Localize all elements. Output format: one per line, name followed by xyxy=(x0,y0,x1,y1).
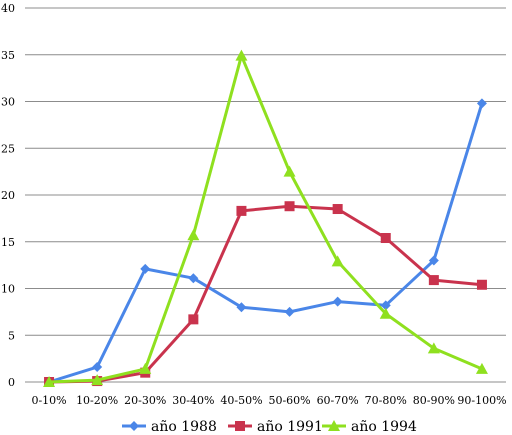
data-point xyxy=(139,362,152,374)
data-point xyxy=(236,302,247,313)
legend-label: año 1994 xyxy=(351,419,417,435)
data-point xyxy=(476,279,487,290)
x-tick-label: 40-50% xyxy=(220,394,262,407)
y-axis-ticks: 0 5 10 15 20 25 30 35 40 xyxy=(1,2,15,389)
legend-label: año 1988 xyxy=(151,419,217,435)
y-tick-label: 35 xyxy=(1,49,15,62)
data-point xyxy=(379,307,392,319)
data-point xyxy=(427,342,440,354)
y-tick-label: 40 xyxy=(1,2,15,15)
x-tick-label: 80-90% xyxy=(413,394,455,407)
series xyxy=(43,49,488,387)
data-point xyxy=(187,229,200,241)
series xyxy=(44,201,487,387)
y-tick-label: 15 xyxy=(1,236,15,249)
series-group xyxy=(43,49,488,387)
data-point xyxy=(92,362,103,373)
data-point xyxy=(236,205,247,216)
x-tick-label: 90-100% xyxy=(457,394,506,407)
data-point xyxy=(140,263,151,274)
data-point xyxy=(331,255,344,267)
series-line xyxy=(48,54,483,384)
x-tick-label: 30-40% xyxy=(172,394,214,407)
data-point xyxy=(188,314,199,325)
data-point xyxy=(475,362,488,374)
data-point xyxy=(476,98,487,109)
y-tick-label: 5 xyxy=(8,329,15,342)
legend-item: año 1988 xyxy=(122,419,217,435)
data-point xyxy=(188,273,199,284)
x-tick-label: 10-20% xyxy=(76,394,118,407)
data-point xyxy=(332,204,343,215)
y-tick-label: 10 xyxy=(1,283,15,296)
data-point xyxy=(284,306,295,317)
legend-item: año 1991 xyxy=(228,419,323,435)
data-point xyxy=(380,233,391,244)
x-axis-ticks: 0-10% 10-20% 20-30% 30-40% 40-50% 50-60% 60-70… xyxy=(31,394,506,407)
y-tick-label: 30 xyxy=(1,96,15,109)
legend: año 1988 año 1991 año 1994 xyxy=(122,419,417,435)
legend-marker xyxy=(235,421,245,431)
series-line xyxy=(49,204,483,384)
y-tick-label: 25 xyxy=(1,142,15,155)
legend-label: año 1991 xyxy=(257,419,323,435)
data-point xyxy=(380,300,391,311)
y-tick-label: 0 xyxy=(8,376,15,389)
data-point xyxy=(91,374,104,386)
x-tick-label: 20-30% xyxy=(124,394,166,407)
series-line xyxy=(48,102,484,384)
x-tick-label: 50-60% xyxy=(268,394,310,407)
data-point xyxy=(43,376,56,387)
series xyxy=(44,98,487,387)
legend-item: año 1994 xyxy=(322,419,417,435)
data-point xyxy=(428,255,439,266)
x-tick-label: 60-70% xyxy=(317,394,359,407)
legend-marker xyxy=(328,420,340,431)
data-point xyxy=(235,49,248,61)
y-tick-label: 20 xyxy=(1,189,15,202)
x-tick-label: 70-80% xyxy=(365,394,407,407)
x-tick-label: 0-10% xyxy=(31,394,66,407)
data-point xyxy=(332,296,343,307)
gridlines xyxy=(25,7,506,336)
data-point xyxy=(428,275,439,286)
data-point xyxy=(284,201,295,212)
data-point xyxy=(283,165,296,177)
legend-marker xyxy=(129,421,139,431)
